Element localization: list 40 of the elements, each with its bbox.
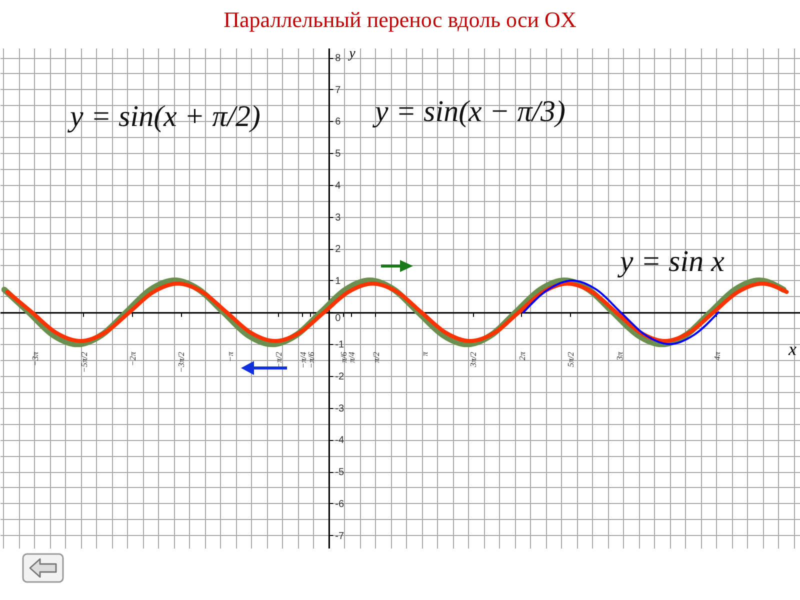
- y-tick-label: 7: [335, 84, 342, 96]
- y-tick-label: 3: [335, 212, 342, 224]
- x-tick-label: −3π: [30, 351, 40, 366]
- x-tick-label: 2π: [516, 351, 527, 360]
- x-tick-label: π/6: [338, 351, 348, 363]
- x-tick-label: π: [420, 351, 430, 356]
- y-tick-label: 6: [335, 116, 342, 128]
- x-tick-label: −π: [224, 351, 235, 362]
- y-tick-label: 4: [335, 180, 342, 192]
- x-tick-label: 4π: [712, 351, 722, 360]
- x-tick-label: 3π/2: [468, 351, 478, 368]
- line-series: [522, 279, 720, 346]
- x-axis-title: x: [788, 338, 796, 359]
- x-tick-label: 5π/2: [566, 351, 576, 367]
- y-tick-label: -1: [335, 340, 345, 351]
- y-tick-label: 2: [335, 244, 342, 256]
- x-tick-label: 3π: [614, 351, 624, 362]
- x-tick-label: −3π/2: [176, 351, 186, 373]
- chart-title: Параллельный перенос вдоль оси OX: [224, 7, 576, 32]
- annotation: y = sin(x + π/2): [70, 100, 260, 134]
- y-tick-label: -6: [335, 498, 345, 510]
- y-tick-label: -2: [335, 372, 345, 383]
- y-tick-label: -5: [335, 467, 345, 478]
- y-tick-label: -3: [335, 403, 345, 414]
- annotation: y = sin(x − π/3): [375, 95, 566, 129]
- x-tick-label: −π/6: [306, 351, 316, 368]
- series-label: y = sin x: [620, 245, 724, 279]
- x-tick-label: −π/4: [298, 351, 308, 368]
- x-tick-label: −2π: [127, 351, 138, 366]
- x-tick-label: π/2: [370, 351, 381, 363]
- y-axis-title: y: [347, 46, 356, 62]
- y-tick-label: 8: [335, 53, 342, 64]
- x-tick-label: π/4: [346, 351, 357, 363]
- y-tick-label: 1: [335, 276, 342, 287]
- x-tick-label: −5π/2: [78, 351, 89, 373]
- y-tick-label: -4: [335, 435, 345, 446]
- y-tick-label: 0: [335, 312, 342, 324]
- y-tick-label: 5: [335, 148, 342, 160]
- x-tick-label: −π/2: [274, 351, 284, 368]
- y-tick-label: -7: [335, 530, 345, 542]
